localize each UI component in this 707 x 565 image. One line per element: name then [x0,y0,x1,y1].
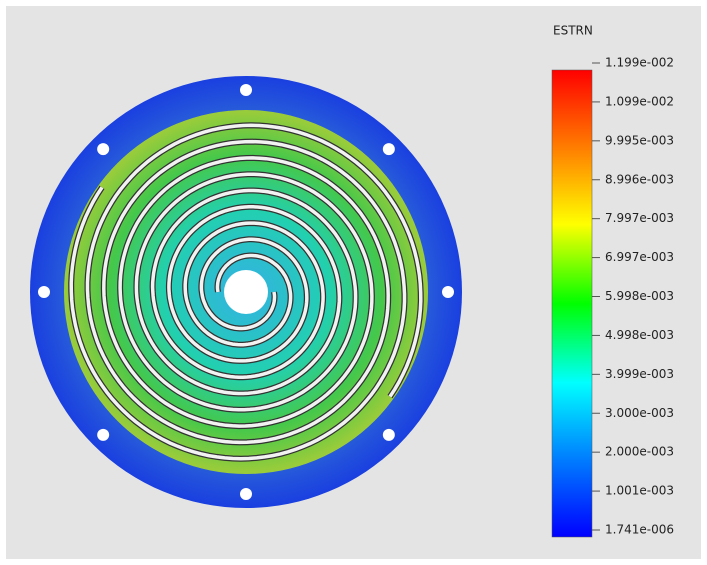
center-hole [224,270,268,314]
legend-label: 1.199e-002 [605,56,674,70]
bolt-hole [383,143,395,155]
legend-label: 5.998e-003 [605,289,674,303]
bolt-hole [97,429,109,441]
bolt-hole [383,429,395,441]
bolt-hole [97,143,109,155]
bolt-hole [240,488,252,500]
legend-label: 1.741e-006 [605,523,674,537]
legend-label: 7.997e-003 [605,211,674,225]
bolt-hole [240,84,252,96]
legend-label: 9.995e-003 [605,133,674,147]
bolt-hole [442,286,454,298]
legend-label: 3.000e-003 [605,406,674,420]
legend-title: ESTRN [553,24,593,38]
result-view: ESTRN 1.199e-002 1.099e-002 9.995e-003 8.99… [0,0,707,565]
bolt-hole [38,286,50,298]
legend-label: 3.999e-003 [605,367,674,381]
legend-label: 4.998e-003 [605,328,674,342]
legend-label: 6.997e-003 [605,250,674,264]
legend-label: 1.001e-003 [605,484,674,498]
legend-label: 8.996e-003 [605,172,674,186]
legend-label: 2.000e-003 [605,445,674,459]
color-bar [552,70,592,537]
screenshot: ESTRN 1.199e-002 1.099e-002 9.995e-003 8.99… [0,0,707,565]
legend-label: 1.099e-002 [605,94,674,108]
